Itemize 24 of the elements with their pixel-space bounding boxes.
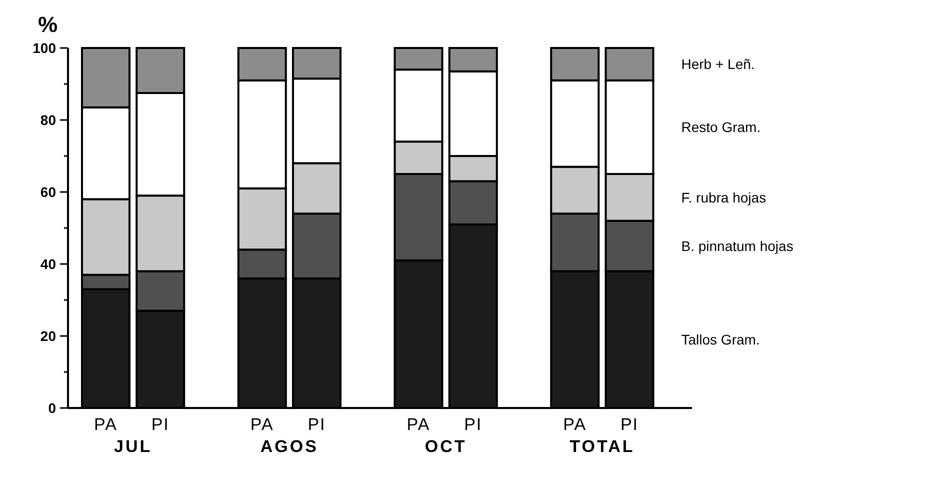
x-tick-label: PA [94,415,118,434]
series-label: Herb + Leñ. [681,56,755,72]
x-tick-label: PA [406,415,430,434]
y-tick-label: 20 [40,328,56,344]
y-tick-label: 80 [40,112,56,128]
series-label: B. pinnatum hojas [681,238,794,254]
x-tick-label: PI [620,415,639,434]
y-tick-label: 40 [40,256,56,272]
x-tick-label: PI [151,415,170,434]
x-tick-label: PA [250,415,274,434]
y-tick-label: 60 [40,184,56,200]
text: AGOS [260,437,318,456]
y-tick-label: 0 [48,400,56,416]
y-axis-title: % [38,12,58,37]
text: TOTAL [570,437,635,456]
series-label: Resto Gram. [681,119,761,136]
series-label: F. rubra hojas [681,189,766,206]
x-tick-label: PI [308,415,326,434]
y-tick-label: 100 [32,40,56,56]
text: JUL [114,437,152,456]
x-tick-label: PA [563,415,587,434]
x-tick-label: PI [464,415,482,434]
text: OCT [424,437,467,456]
series-label: Tallos Gram. [681,332,760,348]
